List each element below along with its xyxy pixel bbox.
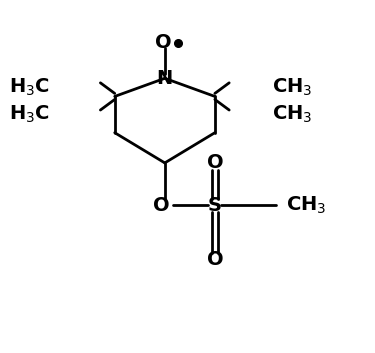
- Text: O: O: [155, 32, 171, 52]
- Text: CH$_3$: CH$_3$: [272, 104, 312, 125]
- Text: O: O: [207, 250, 223, 269]
- Text: N: N: [157, 69, 173, 88]
- Text: H$_3$C: H$_3$C: [9, 77, 50, 98]
- Text: O: O: [153, 196, 170, 215]
- Text: H$_3$C: H$_3$C: [9, 104, 50, 125]
- Text: S: S: [208, 196, 222, 215]
- Text: CH$_3$: CH$_3$: [286, 195, 327, 216]
- Text: CH$_3$: CH$_3$: [272, 77, 312, 98]
- Text: O: O: [207, 154, 223, 172]
